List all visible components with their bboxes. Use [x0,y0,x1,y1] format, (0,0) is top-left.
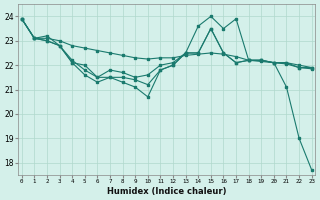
X-axis label: Humidex (Indice chaleur): Humidex (Indice chaleur) [107,187,227,196]
